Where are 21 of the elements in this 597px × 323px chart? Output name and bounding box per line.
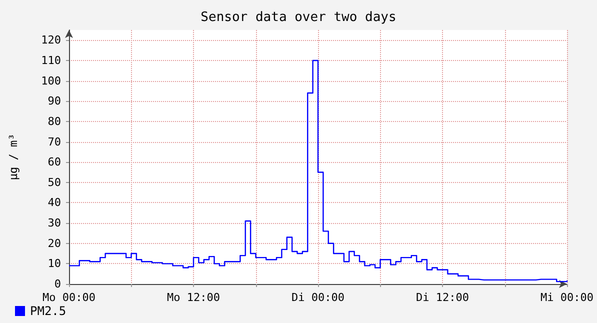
x-tick-label: Di 12:00 <box>416 291 469 304</box>
y-tick-label: 0 <box>54 278 61 290</box>
y-tick-label: 20 <box>48 236 61 250</box>
y-tick-label: 40 <box>48 196 61 210</box>
x-tick-label: Mo 00:00 <box>42 291 96 304</box>
y-tick-label: 10 <box>48 257 61 270</box>
y-tick-label: 30 <box>48 216 61 230</box>
legend-label: PM2.5 <box>30 304 66 318</box>
y-axis-title: µg / m³ <box>7 134 20 180</box>
y-tick-label: 90 <box>48 94 61 108</box>
y-tick-label: 60 <box>48 156 61 169</box>
y-tick-label: 110 <box>41 54 61 67</box>
y-tick-label: 80 <box>48 114 61 128</box>
y-tick-label: 120 <box>41 34 61 47</box>
x-tick-label: Mo 12:00 <box>167 291 220 304</box>
x-tick-label: Mi 00:00 <box>540 291 594 304</box>
x-tick-label: Di 00:00 <box>292 291 344 304</box>
y-tick-label: 70 <box>48 135 61 148</box>
y-tick-label: 100 <box>41 74 61 88</box>
y-tick-label: 50 <box>48 176 61 189</box>
chart-title: Sensor data over two days <box>200 10 396 25</box>
